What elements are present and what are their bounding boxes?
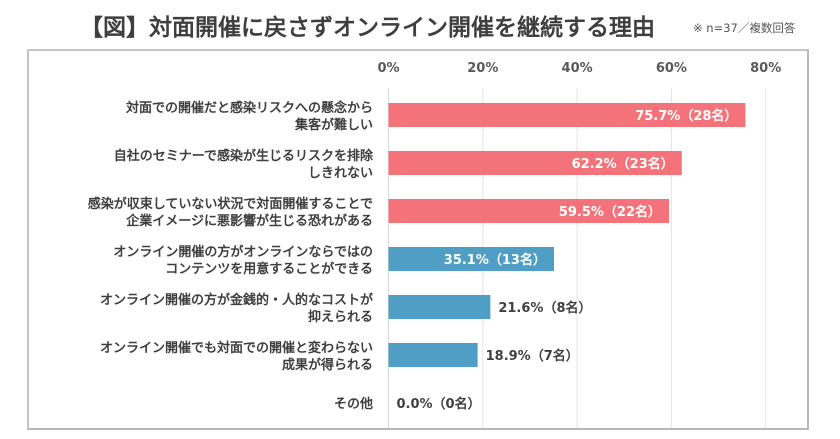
category-label-line: 対面での開催だと感染リスクへの懸念から: [125, 100, 373, 116]
category-label-line: コンテンツを用意することができる: [165, 261, 373, 277]
category-label: オンライン開催の方が金銭的・人的なコストが抑えられる: [100, 292, 373, 325]
category-label-line: オンライン開催でも対面での開催と変わらない: [100, 340, 373, 356]
chart-title: 【図】対面開催に戻さずオンライン開催を継続する理由: [80, 15, 655, 41]
bar: [388, 343, 478, 367]
data-label: 18.9%（7名）: [486, 348, 579, 364]
chart-note: ※ n=37／複数回答: [693, 21, 796, 35]
x-axis-ticks: 0% 20% 40% 60% 80%: [377, 61, 781, 76]
x-tick-label: 0%: [377, 61, 399, 76]
data-label: 59.5%（22名）: [559, 204, 661, 220]
bar: [388, 295, 491, 319]
data-labels: 75.7%（28名） 62.2%（23名） 59.5%（22名） 35.1%（13名）…: [397, 108, 738, 412]
category-label-line: 企業イメージに悪影響が生じる恐れがある: [125, 213, 373, 229]
category-labels: 対面での開催だと感染リスクへの懸念から集客が難しい自社のセミナーで感染が生じるリ…: [88, 100, 374, 412]
data-label: 62.2%（23名）: [572, 156, 674, 172]
category-label: その他: [334, 396, 373, 412]
category-label-line: 集客が難しい: [294, 117, 373, 133]
chart-frame: [27, 49, 809, 430]
category-label-line: 抑えられる: [308, 309, 373, 325]
category-label-line: オンライン開催の方がオンラインならではの: [113, 244, 373, 260]
category-label: 自社のセミナーで感染が生じるリスクを排除しきれない: [114, 148, 374, 181]
category-label-line: しきれない: [308, 166, 373, 181]
bar: [388, 103, 746, 127]
x-tick-label: 60%: [656, 61, 687, 76]
category-label: オンライン開催の方がオンラインならではのコンテンツを用意することができる: [113, 244, 373, 277]
x-tick-label: 20%: [467, 61, 498, 76]
data-label: 35.1%（13名）: [444, 252, 546, 268]
category-label-line: 成果が得られる: [282, 357, 373, 373]
data-label: 75.7%（28名）: [635, 108, 737, 124]
bar: [388, 151, 682, 175]
x-tick-label: 80%: [750, 61, 781, 76]
bar: [388, 247, 554, 271]
bar: [388, 199, 670, 223]
data-label: 0.0%（0名）: [397, 396, 481, 412]
category-label: 対面での開催だと感染リスクへの懸念から集客が難しい: [125, 100, 373, 133]
category-label: オンライン開催でも対面での開催と変わらない成果が得られる: [100, 340, 373, 373]
category-label-line: 自社のセミナーで感染が生じるリスクを排除: [114, 148, 374, 164]
chart-title-bar: 【図】対面開催に戻さずオンライン開催を継続する理由 ※ n=37／複数回答: [0, 6, 840, 42]
category-label: 感染が収束していない状況で対面開催することで企業イメージに悪影響が生じる恐れがあ…: [88, 196, 373, 229]
data-label: 21.6%（8名）: [498, 300, 591, 316]
x-tick-label: 40%: [562, 61, 593, 76]
bars: [388, 103, 746, 367]
category-label-line: 感染が収束していない状況で対面開催することで: [88, 196, 373, 212]
category-label-line: オンライン開催の方が金銭的・人的なコストが: [100, 292, 373, 308]
